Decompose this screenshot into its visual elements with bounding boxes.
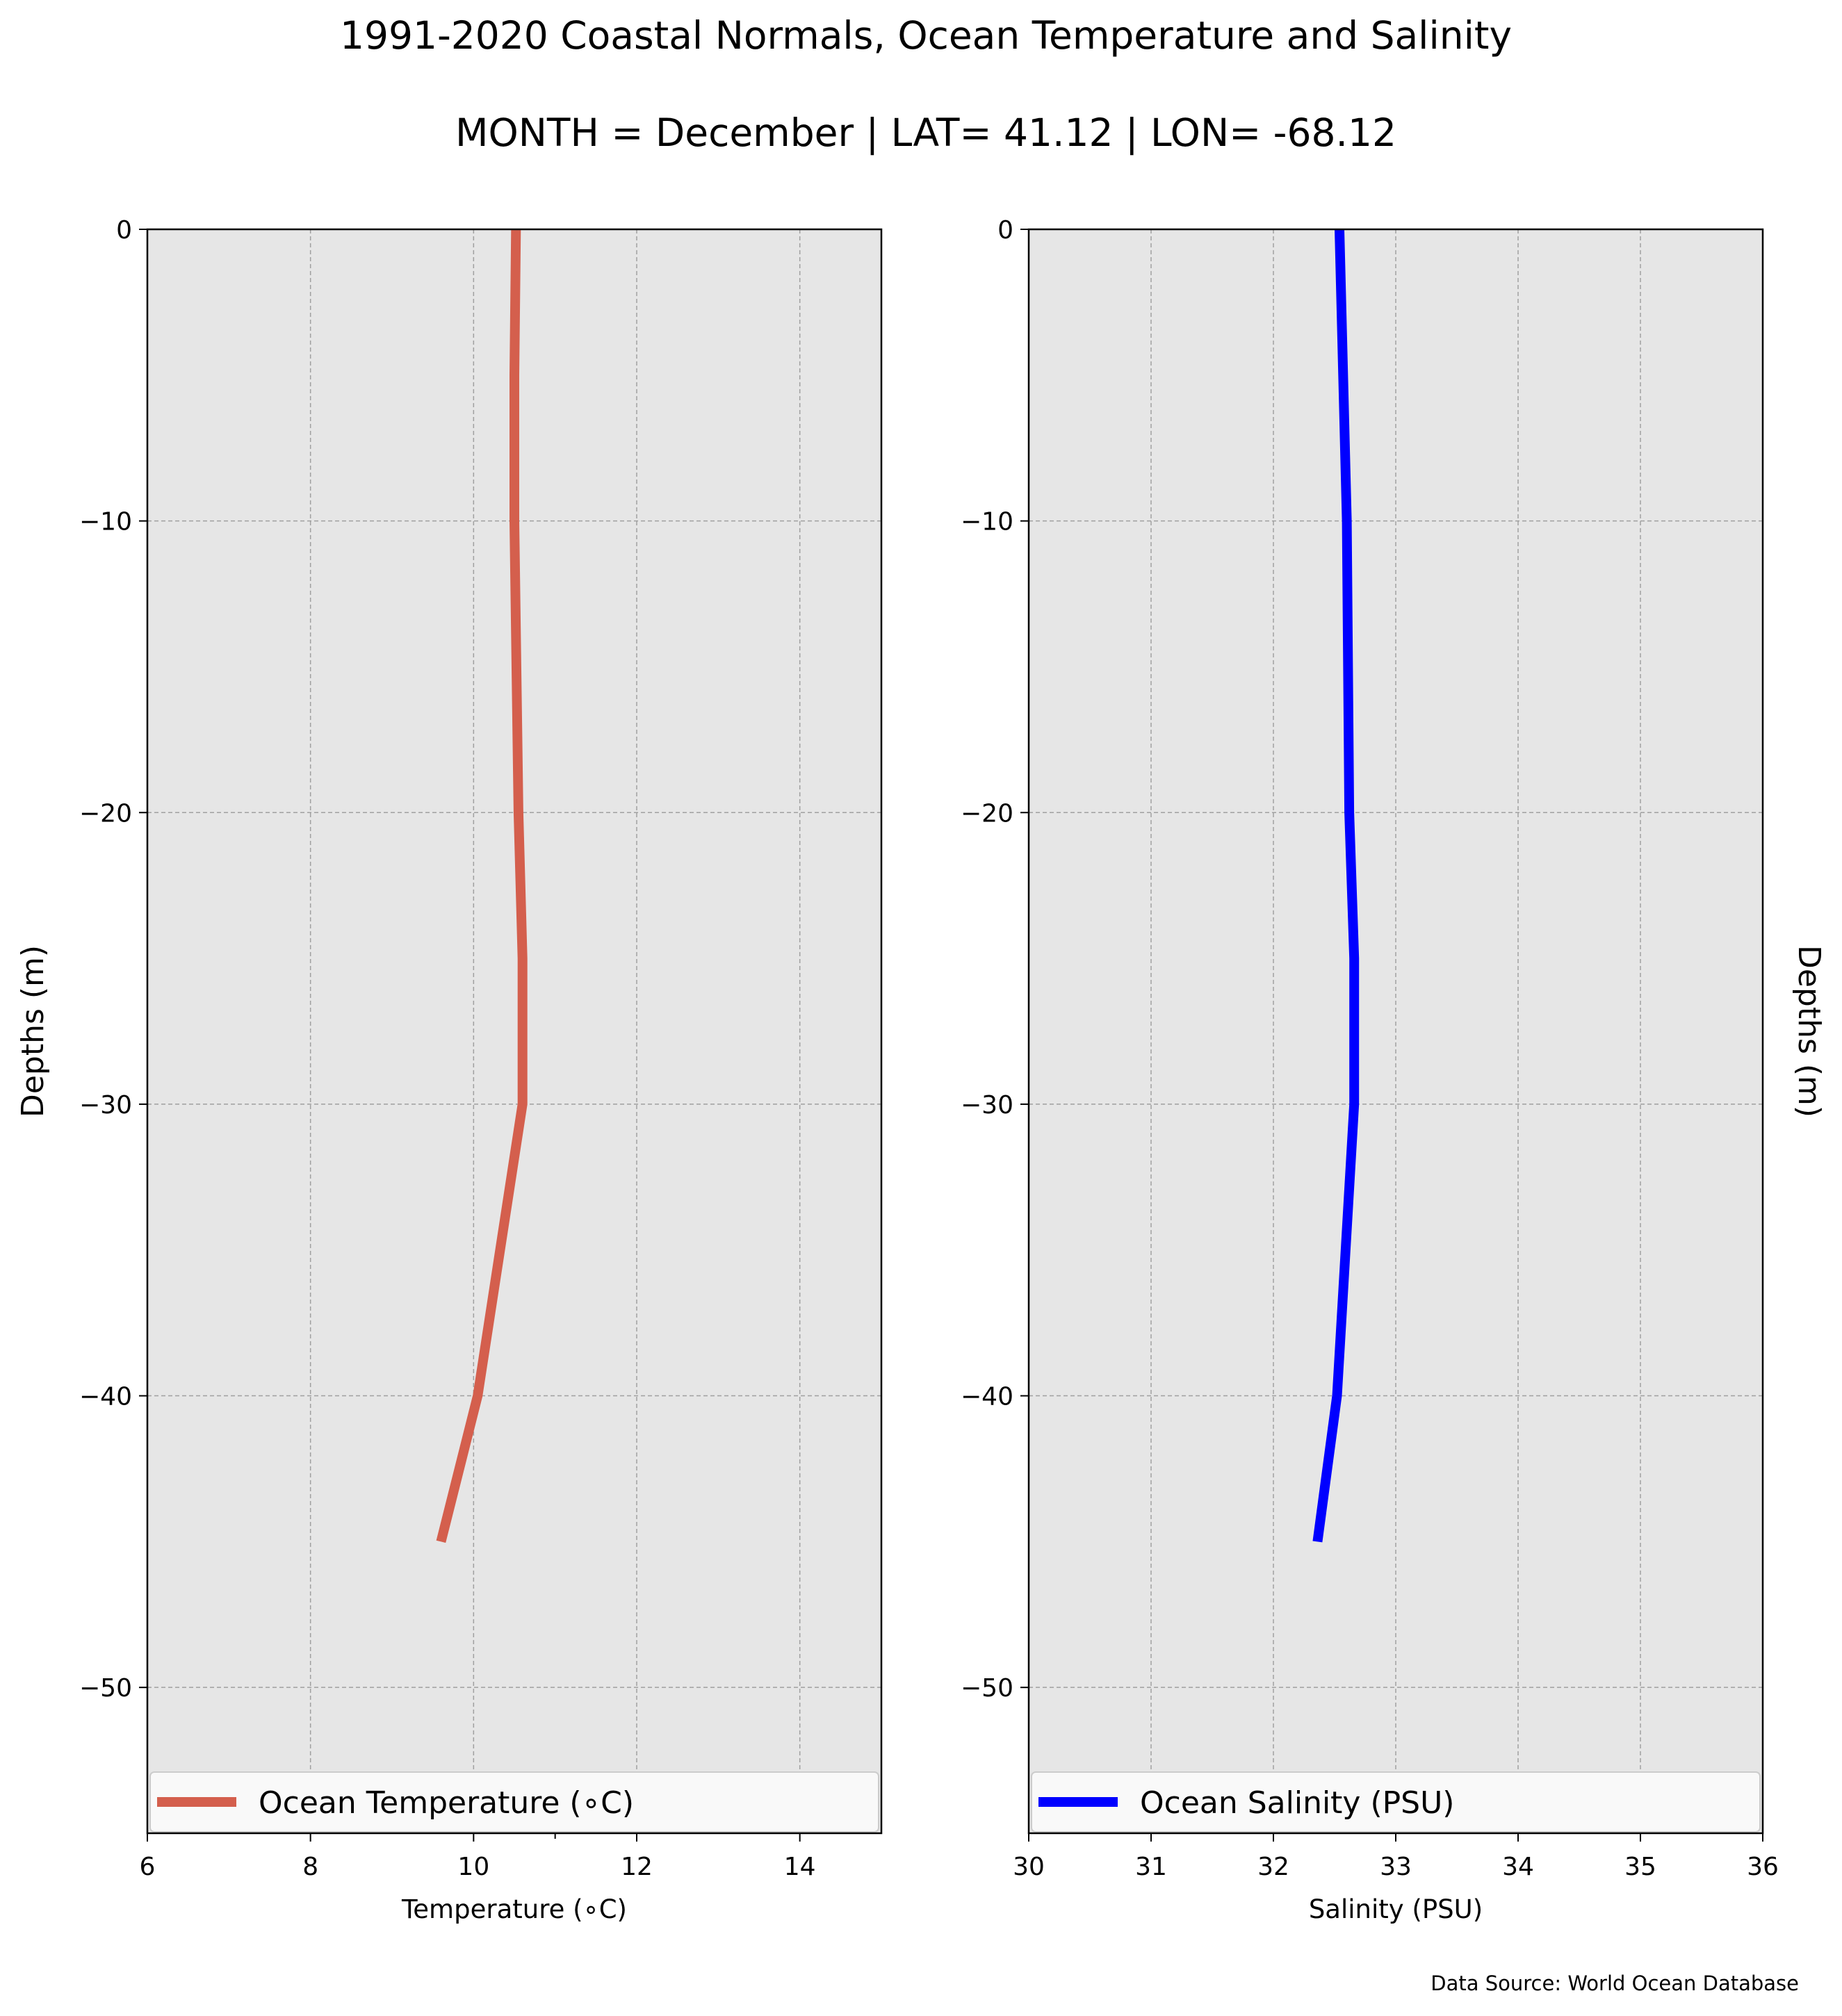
y-tick-label: −10 <box>79 508 132 536</box>
y-tick-label: −50 <box>79 1674 132 1703</box>
y-axis-label: Depths (m) <box>1791 945 1827 1117</box>
y-axis-label: Depths (m) <box>15 945 51 1117</box>
x-tick-label: 14 <box>784 1853 816 1881</box>
y-tick-label: 0 <box>116 216 132 245</box>
x-tick-label: 6 <box>140 1853 156 1881</box>
x-tick-label: 33 <box>1380 1853 1412 1881</box>
x-tick-label: 10 <box>457 1853 489 1881</box>
x-tick-label: 32 <box>1257 1853 1289 1881</box>
legend: Ocean Salinity (PSU) <box>1031 1771 1761 1833</box>
legend-label: Ocean Salinity (PSU) <box>1140 1785 1454 1821</box>
series-line-0 <box>436 229 528 1543</box>
salinity-panel: Ocean Salinity (PSU) 30 31 32 33 34 35 36 0 −10 −2… <box>961 216 1827 1924</box>
x-tick-label: 8 <box>302 1853 318 1881</box>
chart-title: 1991-2020 Coastal Normals, Ocean Tempera… <box>340 13 1512 58</box>
data-source-note: Data Source: World Ocean Database <box>1431 1972 1799 1995</box>
legend-box <box>1031 1771 1761 1833</box>
y-tick-label: −20 <box>79 799 132 828</box>
x-tick-label: 34 <box>1502 1853 1534 1881</box>
chart-subtitle: MONTH = December | LAT= 41.12 | LON= -68… <box>455 110 1396 156</box>
x-tick-label: 12 <box>621 1853 653 1881</box>
series-line-0 <box>1312 229 1360 1543</box>
y-tick-label: −30 <box>961 1091 1013 1120</box>
y-tick-label: −20 <box>961 799 1013 828</box>
x-tick-label: 31 <box>1135 1853 1167 1881</box>
y-tick-label: 0 <box>997 216 1013 245</box>
x-tick-label: 35 <box>1624 1853 1656 1881</box>
y-tick-label: −40 <box>961 1383 1013 1411</box>
x-tick-label: 36 <box>1747 1853 1779 1881</box>
legend-box <box>149 1771 879 1833</box>
temperature-panel: Ocean Temperature (∘C) 6 8 10 12 14 0 −10 −20 −30… <box>15 216 883 1924</box>
x-axis-label: Temperature (∘C) <box>401 1894 627 1924</box>
legend: Ocean Temperature (∘C) <box>149 1771 879 1833</box>
y-tick-label: −30 <box>79 1091 132 1120</box>
x-tick-label: 30 <box>1013 1853 1045 1881</box>
y-tick-label: −50 <box>961 1674 1013 1703</box>
y-tick-label: −40 <box>79 1383 132 1411</box>
y-tick-label: −10 <box>961 508 1013 536</box>
axes-frame <box>146 228 883 1835</box>
legend-label: Ocean Temperature (∘C) <box>259 1785 634 1821</box>
x-axis-label: Salinity (PSU) <box>1309 1894 1483 1924</box>
